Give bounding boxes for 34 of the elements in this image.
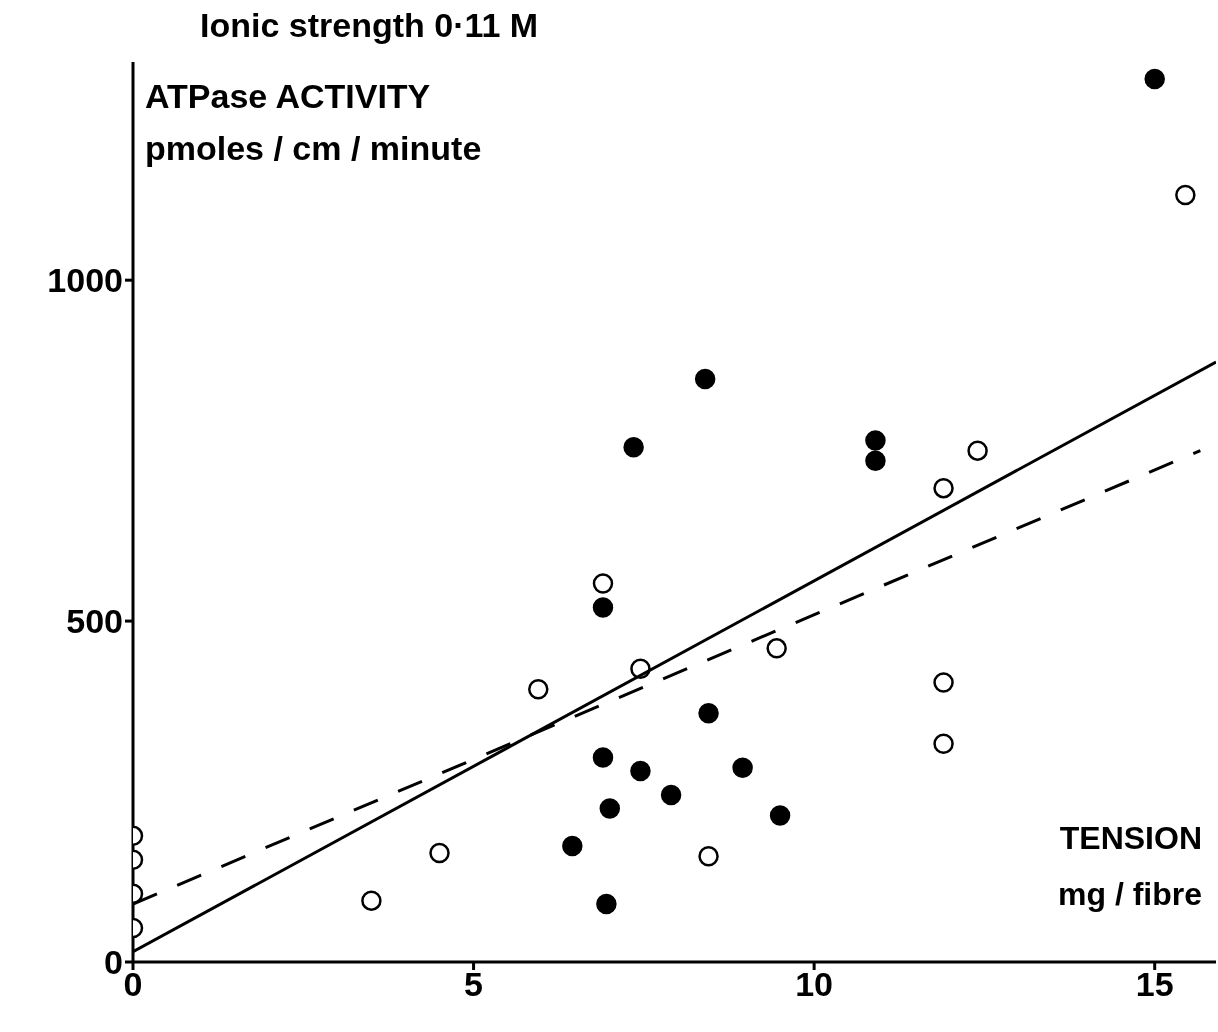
x-axis-title: TENSION mg / fibre: [1057, 819, 1202, 914]
point: [1144, 68, 1165, 90]
point: [933, 733, 954, 755]
point: [660, 784, 682, 806]
y-tick-label: 500: [66, 602, 123, 641]
point: [630, 760, 651, 782]
point: [698, 846, 719, 867]
x-tick-label: 10: [795, 965, 834, 1004]
point: [596, 893, 617, 915]
point: [592, 573, 614, 594]
point: [599, 798, 621, 819]
point: [623, 436, 644, 458]
point: [694, 368, 716, 390]
point: [528, 679, 549, 700]
point: [933, 672, 954, 693]
chart-title: Ionic strength 0·11 M: [200, 6, 539, 45]
x-tick-label: 5: [464, 965, 484, 1004]
point: [698, 702, 719, 724]
point: [562, 835, 583, 857]
x-tick-label: 15: [1135, 965, 1174, 1004]
y-tick-label: 1000: [47, 261, 123, 300]
point: [865, 450, 886, 472]
point: [732, 757, 753, 778]
point: [429, 842, 450, 864]
point: [592, 747, 614, 768]
point: [933, 477, 954, 499]
point: [766, 638, 787, 659]
point: [769, 805, 791, 826]
point: [1175, 184, 1196, 206]
point: [361, 890, 382, 911]
y-axis-title: ATPase ACTIVITY pmoles / cm / minute: [145, 76, 482, 169]
point: [967, 440, 988, 461]
point: [865, 430, 886, 451]
point: [592, 597, 614, 618]
